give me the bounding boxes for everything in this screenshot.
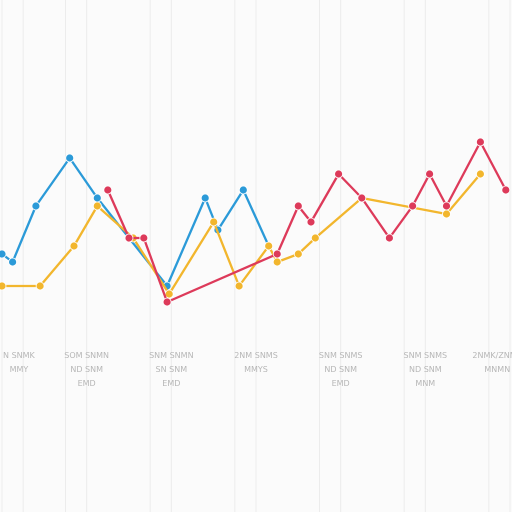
x-tick-label: N SNMK MMY	[3, 351, 35, 374]
tick-label-layer: N SNMK MMY SOM SNMN ND SNM EMD SNM SNMN SN SNM…	[3, 351, 512, 388]
data-point	[69, 241, 79, 251]
data-point	[475, 137, 485, 147]
data-point	[306, 217, 316, 227]
x-tick-label: SNM SNMN SN SNM EMD	[149, 351, 193, 388]
data-point	[65, 153, 75, 163]
x-tick-label: 2NM SNMS MMYS	[234, 351, 278, 374]
data-point	[293, 249, 303, 259]
data-point	[264, 241, 274, 251]
data-point	[384, 233, 394, 243]
series-layer	[0, 137, 511, 307]
data-point	[442, 201, 451, 211]
data-point	[310, 233, 320, 243]
data-point	[334, 169, 344, 179]
data-point	[293, 201, 303, 211]
data-point	[272, 249, 282, 259]
data-point	[0, 249, 7, 259]
data-point	[234, 281, 244, 291]
series-line	[0, 156, 270, 288]
data-point	[124, 233, 134, 243]
data-point	[209, 217, 219, 227]
data-point	[103, 185, 113, 195]
x-tick-label: SOM SNMN ND SNM EMD	[64, 351, 109, 388]
x-tick-label: 2NMK/ZNMXMNMN	[472, 351, 512, 374]
data-point	[501, 185, 511, 195]
data-point	[92, 201, 102, 211]
data-point	[475, 169, 485, 179]
series-3	[103, 137, 511, 307]
data-point	[0, 281, 7, 291]
data-point	[408, 201, 418, 211]
data-point	[31, 201, 41, 211]
x-tick-label: SNM SNMS ND SNM EMD	[319, 351, 363, 388]
data-point	[8, 257, 18, 267]
data-point	[442, 209, 451, 219]
data-point	[357, 193, 367, 203]
data-point	[92, 193, 102, 203]
data-point	[425, 169, 435, 179]
data-point	[162, 297, 172, 307]
data-point	[272, 257, 282, 267]
x-tick-label: SNM SNMS ND SNM MNM	[404, 351, 448, 388]
data-point	[200, 193, 210, 203]
data-point	[238, 185, 248, 195]
data-point	[35, 281, 45, 291]
data-point	[139, 233, 149, 243]
